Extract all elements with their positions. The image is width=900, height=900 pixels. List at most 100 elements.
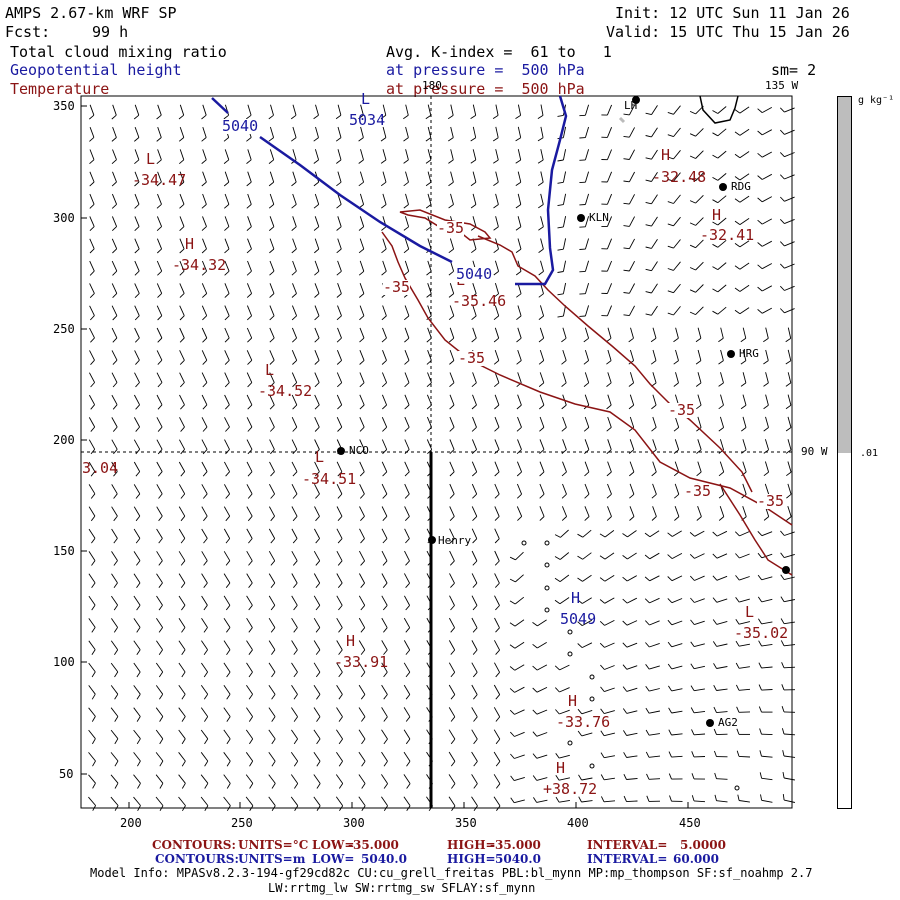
wind-barb	[697, 439, 702, 450]
wind-barb	[111, 484, 118, 495]
wind-barb	[111, 372, 118, 383]
wind-barb-flag	[381, 226, 387, 231]
wind-barb	[673, 261, 681, 271]
wind-barb	[246, 617, 253, 628]
wind-barb-flag	[516, 493, 522, 499]
wind-barb-flag	[90, 471, 96, 477]
wind-barb	[652, 506, 657, 517]
wind-barb-flag	[449, 449, 455, 455]
wind-barb	[358, 751, 366, 762]
wind-barb	[381, 640, 388, 651]
center-kind: H	[346, 632, 356, 650]
wind-barb-flag	[583, 427, 590, 432]
wind-barb-flag	[622, 555, 628, 560]
wind-barb	[717, 173, 727, 181]
wind-barb	[604, 777, 615, 781]
footer-temp-contours: CONTOURS:	[152, 838, 236, 852]
wind-barb	[739, 598, 750, 603]
wind-barb	[739, 240, 750, 248]
wind-barb	[604, 710, 615, 715]
wind-barb	[494, 662, 500, 673]
wind-barb-flag	[426, 382, 432, 388]
wind-barb-flag	[358, 248, 365, 254]
wind-barb	[742, 461, 747, 473]
wind-barb-flag	[157, 404, 163, 410]
wind-barb-flag	[426, 315, 432, 321]
wind-barb-flag	[757, 552, 763, 559]
wind-barb	[449, 483, 455, 495]
wind-barb-flag	[599, 642, 605, 648]
wind-barb-flag	[763, 516, 769, 521]
wind-barb	[536, 732, 548, 737]
wind-barb-flag	[180, 538, 186, 544]
wind-barb	[629, 416, 635, 428]
wind-barb	[716, 778, 728, 780]
wind-barb	[89, 327, 95, 339]
wind-barb-flag	[223, 159, 230, 164]
wind-barb-flag	[712, 597, 718, 603]
wind-barb	[314, 461, 320, 472]
wind-barb	[292, 238, 297, 250]
wind-barb	[245, 729, 254, 740]
wind-barb	[539, 349, 545, 361]
wind-barb	[382, 327, 387, 339]
wind-barb-flag	[336, 159, 342, 164]
wind-barb	[314, 506, 320, 517]
wind-barb-flag	[689, 289, 696, 293]
wind-barb-flag	[204, 738, 209, 745]
wind-barb	[584, 506, 590, 517]
wind-barb	[584, 372, 590, 383]
wind-barb-flag	[600, 796, 605, 802]
wind-barb-flag	[224, 382, 230, 388]
wind-barb	[517, 238, 522, 250]
wind-barb	[472, 104, 477, 116]
wind-barb	[471, 729, 478, 740]
wind-barb	[313, 550, 321, 562]
wind-barb-flag	[247, 515, 253, 522]
wind-barb-flag	[226, 694, 231, 700]
wind-barb-flag	[112, 404, 118, 410]
wind-barb	[110, 774, 119, 784]
wind-barb-flag	[380, 181, 387, 187]
wind-barb-flag	[426, 404, 432, 410]
wind-barb	[649, 575, 660, 582]
wind-barb	[292, 126, 297, 138]
wind-barb	[179, 260, 185, 272]
wind-barb	[514, 709, 525, 715]
wind-barb	[269, 394, 275, 406]
wind-barb	[493, 751, 501, 762]
wind-barb	[559, 687, 570, 693]
wind-barb	[607, 439, 612, 450]
wind-barb-flag	[201, 114, 207, 120]
wind-barb-flag	[451, 783, 456, 789]
wind-barb-flag	[135, 515, 141, 522]
wind-barb-flag	[509, 578, 516, 583]
wind-barb-flag	[315, 582, 321, 588]
wind-barb-flag	[538, 337, 544, 343]
wind-barb-flag	[335, 137, 342, 142]
wind-barb	[783, 733, 796, 736]
wind-barb-flag	[623, 158, 630, 160]
wind-barb	[584, 238, 590, 250]
wind-barb	[540, 126, 544, 138]
wind-barb	[269, 216, 275, 227]
wind-barb-flag	[157, 337, 163, 343]
wind-barb-flag	[271, 716, 276, 722]
wind-barb-flag	[156, 114, 162, 120]
wind-barb	[200, 796, 209, 806]
footer-temp-units: UNITS=°C	[238, 838, 309, 852]
wind-barb	[787, 416, 792, 428]
wind-barb	[336, 640, 343, 651]
wind-barb-flag	[246, 226, 252, 231]
wind-barb	[403, 662, 411, 673]
wind-barb-flag	[757, 596, 763, 603]
wind-barb-flag	[135, 471, 141, 477]
wind-barb-flag	[718, 360, 724, 365]
wind-barb	[739, 531, 750, 537]
wind-barb	[133, 439, 141, 450]
wind-barb-flag	[712, 288, 719, 293]
wind-barb	[449, 283, 455, 294]
wind-barb	[494, 439, 500, 450]
height-contour-label: 5040	[222, 117, 259, 135]
wind-barb-flag	[493, 226, 499, 231]
